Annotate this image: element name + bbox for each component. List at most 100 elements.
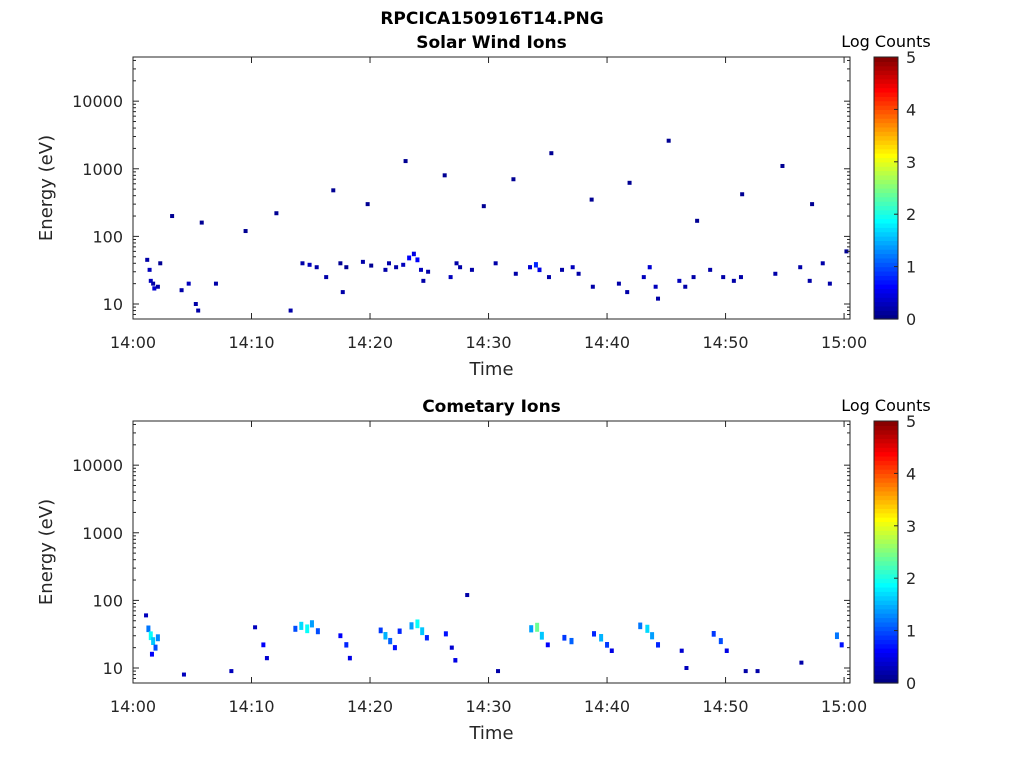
colorbar-segment: [874, 521, 898, 527]
data-cell: [798, 265, 803, 270]
colorbar-segment: [874, 547, 898, 553]
data-cell: [609, 648, 614, 653]
colorbar-segment: [874, 310, 898, 316]
data-cell: [481, 204, 486, 209]
data-cell: [449, 645, 454, 650]
data-cell: [458, 265, 463, 270]
colorbar-segment: [874, 578, 898, 584]
x-tick-label: 15:00: [821, 697, 867, 716]
data-cell: [307, 262, 312, 267]
data-cell: [529, 625, 534, 633]
data-cell: [415, 619, 420, 629]
data-cell: [638, 622, 643, 630]
colorbar-tick-label: 2: [906, 569, 916, 588]
colorbar-segment: [874, 464, 898, 470]
y-tick-label: 1000: [82, 160, 123, 179]
colorbar-tick-label: 5: [906, 412, 916, 431]
data-cell: [338, 261, 343, 266]
colorbar-segment: [874, 517, 898, 523]
colorbar-segment: [874, 209, 898, 215]
x-tick-label: 14:30: [465, 697, 511, 716]
colorbar-segment: [874, 74, 898, 80]
colorbar-segment: [874, 109, 898, 115]
data-cell: [155, 284, 160, 289]
data-cell: [605, 641, 610, 648]
data-cell: [392, 645, 397, 651]
colorbar-segment: [874, 161, 898, 167]
data-cell: [196, 308, 201, 313]
data-cell: [645, 624, 650, 633]
plot-area: [133, 421, 850, 683]
data-cell: [799, 660, 804, 665]
data-cell: [711, 630, 716, 637]
colorbar-segment: [874, 639, 898, 645]
x-axis-label: Time: [468, 723, 513, 744]
colorbar-segment: [874, 65, 898, 71]
data-cell: [740, 192, 745, 197]
data-cell: [148, 631, 153, 641]
colorbar-segment: [874, 543, 898, 549]
data-cell: [465, 593, 470, 598]
colorbar-segment: [874, 170, 898, 176]
data-cell: [179, 288, 184, 293]
data-cell: [299, 621, 304, 630]
colorbar-segment: [874, 447, 898, 453]
colorbar-segment: [874, 665, 898, 671]
data-cell: [147, 267, 152, 272]
colorbar-segment: [874, 434, 898, 440]
y-tick-label: 1000: [82, 524, 123, 543]
figure-title: RPCICA150916T14.PNG: [380, 9, 603, 29]
colorbar-segment: [874, 284, 898, 290]
data-cell: [535, 622, 540, 632]
data-cell: [650, 632, 655, 640]
colorbar-segment: [874, 525, 898, 531]
data-cell: [539, 631, 544, 640]
colorbar-segment: [874, 222, 898, 228]
colorbar-segment: [874, 656, 898, 662]
data-cell: [569, 637, 574, 645]
data-cell: [229, 669, 234, 674]
colorbar-segment: [874, 486, 898, 492]
colorbar-segment: [874, 604, 898, 610]
data-cell: [388, 637, 393, 645]
colorbar-segment: [874, 83, 898, 89]
data-cell: [656, 296, 661, 301]
data-cell: [421, 278, 426, 283]
colorbar-segment: [874, 78, 898, 84]
data-cell: [288, 308, 293, 313]
colorbar-segment: [874, 469, 898, 474]
data-cell: [426, 269, 431, 274]
data-cell: [409, 622, 414, 630]
colorbar-segment: [874, 148, 898, 154]
colorbar-segment: [874, 270, 898, 276]
x-tick-label: 14:40: [584, 333, 630, 352]
colorbar-segment: [874, 678, 898, 684]
colorbar-segment: [874, 105, 898, 110]
data-cell: [340, 290, 345, 295]
colorbar-segment: [874, 275, 898, 281]
colorbar-segment: [874, 421, 898, 426]
data-cell: [839, 642, 844, 648]
colorbar-segment: [874, 652, 898, 658]
x-tick-label: 14:00: [110, 697, 156, 716]
data-cell: [148, 278, 153, 283]
data-cell: [442, 173, 447, 178]
data-cell: [199, 220, 204, 225]
colorbar-segment: [874, 236, 898, 241]
data-cell: [562, 634, 567, 641]
data-cell: [454, 261, 459, 266]
colorbar-segment: [874, 425, 898, 431]
data-cell: [415, 257, 420, 263]
colorbar-segment: [874, 634, 898, 640]
data-cell: [513, 271, 518, 276]
colorbar-segment: [874, 87, 898, 93]
colorbar-segment: [874, 560, 898, 566]
colorbar-segment: [874, 477, 898, 483]
colorbar-segment: [874, 591, 898, 597]
data-cell: [369, 263, 374, 268]
colorbar-segment: [874, 438, 898, 444]
colorbar-segment: [874, 91, 898, 97]
colorbar-segment: [874, 451, 898, 457]
colorbar-segment: [874, 429, 898, 435]
